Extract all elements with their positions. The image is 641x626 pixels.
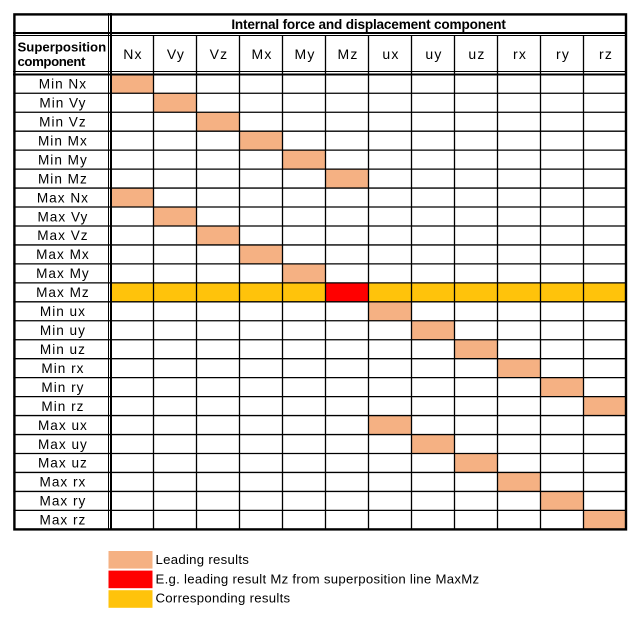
svg-text:Min uz: Min uz <box>40 342 86 357</box>
svg-text:Mz: Mz <box>337 46 358 62</box>
svg-text:Max Mx: Max Mx <box>36 247 90 262</box>
svg-text:Max rz: Max rz <box>40 513 87 528</box>
svg-text:Internal force and displacemen: Internal force and displacement componen… <box>231 17 506 32</box>
svg-text:Min Nx: Min Nx <box>39 77 87 92</box>
svg-text:Superposition: Superposition <box>18 39 107 54</box>
svg-text:Min Vy: Min Vy <box>39 95 86 110</box>
svg-text:component: component <box>18 54 86 69</box>
svg-text:Max Vy: Max Vy <box>37 209 88 224</box>
svg-text:Max Vz: Max Vz <box>37 228 88 243</box>
svg-text:rx: rx <box>513 46 527 62</box>
svg-text:uy: uy <box>425 46 442 62</box>
svg-text:Min rx: Min rx <box>41 361 84 376</box>
svg-text:rz: rz <box>599 46 613 62</box>
svg-text:Min Mz: Min Mz <box>38 171 88 186</box>
svg-text:Max rx: Max rx <box>40 475 87 490</box>
svg-text:Corresponding results: Corresponding results <box>156 591 291 606</box>
svg-text:Max uz: Max uz <box>38 456 88 471</box>
svg-text:My: My <box>294 46 315 62</box>
svg-text:Max ux: Max ux <box>38 418 88 433</box>
svg-text:Max Mz: Max Mz <box>36 285 90 300</box>
svg-text:Min rz: Min rz <box>41 399 84 414</box>
svg-text:ry: ry <box>556 46 570 62</box>
svg-text:Leading results: Leading results <box>156 552 250 567</box>
svg-text:uz: uz <box>468 46 485 62</box>
svg-text:Min uy: Min uy <box>40 323 86 338</box>
svg-text:Nx: Nx <box>123 46 143 62</box>
svg-text:Vz: Vz <box>210 46 229 62</box>
svg-text:Min ry: Min ry <box>41 380 84 395</box>
svg-text:E.g. leading result Mz from su: E.g. leading result Mz from superpositio… <box>156 572 480 587</box>
svg-text:Min ux: Min ux <box>40 304 86 319</box>
svg-text:Max ry: Max ry <box>40 494 87 509</box>
svg-text:Min My: Min My <box>38 152 88 167</box>
svg-text:Min Vz: Min Vz <box>39 114 87 129</box>
svg-text:ux: ux <box>382 46 399 62</box>
svg-text:Max My: Max My <box>36 266 90 281</box>
svg-text:Max Nx: Max Nx <box>37 190 89 205</box>
svg-text:Max uy: Max uy <box>38 437 88 452</box>
svg-text:Vy: Vy <box>167 46 185 62</box>
svg-text:Mx: Mx <box>251 46 272 62</box>
svg-text:Min Mx: Min Mx <box>38 133 88 148</box>
